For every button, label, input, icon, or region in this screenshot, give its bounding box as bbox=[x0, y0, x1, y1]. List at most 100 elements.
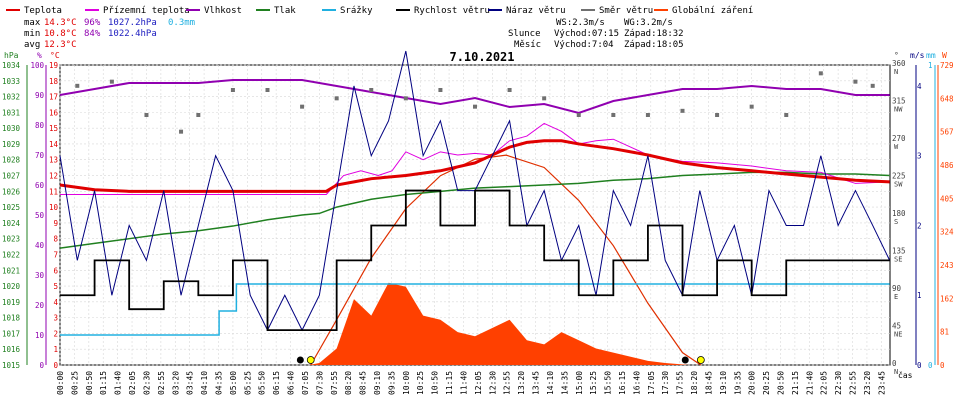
x-axis-label: čas bbox=[898, 370, 913, 380]
pressure-tick: 1016 bbox=[2, 345, 21, 354]
direction-tick: 135 bbox=[892, 247, 906, 256]
legend-label: Rychlost větru bbox=[414, 6, 490, 16]
time-tick: 06:15 bbox=[272, 371, 281, 395]
radiation-tick: 486 bbox=[940, 161, 954, 170]
humidity-tick: 20 bbox=[35, 301, 45, 310]
stats-min-press: 1022.4hPa bbox=[108, 29, 157, 39]
stats-max-press: 1027.2hPa bbox=[108, 18, 157, 28]
series-temperature bbox=[59, 139, 890, 193]
humidity-tick: 90 bbox=[35, 91, 45, 100]
plot-area bbox=[59, 50, 891, 366]
stats-avg-temp: 12.3°C bbox=[44, 40, 77, 50]
pressure-tick: 1034 bbox=[2, 61, 21, 70]
direction-compass: N bbox=[894, 368, 898, 376]
time-tick: 15:50 bbox=[604, 371, 613, 395]
time-tick: 03:45 bbox=[186, 371, 195, 395]
wind-tick: 4 bbox=[917, 82, 922, 91]
legend-label: Směr větru bbox=[599, 6, 653, 16]
temperature-tick: 16 bbox=[49, 108, 59, 117]
astro-moon-rise: Východ:7:04 bbox=[554, 40, 614, 50]
temperature-tick: 19 bbox=[49, 61, 58, 70]
time-tick: 12:55 bbox=[503, 371, 512, 395]
radiation-tick: 324 bbox=[940, 228, 954, 237]
rain-tick: 0 bbox=[928, 361, 933, 370]
series-humidity bbox=[59, 79, 890, 115]
astro-wg: WG:3.2m/s bbox=[624, 18, 673, 28]
temperature-tick: 3 bbox=[53, 314, 58, 323]
time-tick: 05:25 bbox=[243, 371, 252, 395]
time-tick: 19:10 bbox=[719, 371, 728, 395]
direction-point bbox=[715, 113, 720, 117]
time-tick: 02:55 bbox=[157, 371, 166, 395]
time-tick: 20:50 bbox=[776, 371, 785, 395]
humidity-tick: 100 bbox=[30, 61, 44, 70]
legend-label: Srážky bbox=[340, 6, 373, 16]
radiation-tick: 0 bbox=[940, 361, 945, 370]
pressure-axis-label: hPa bbox=[4, 51, 19, 60]
stats-min-hum: 84% bbox=[84, 29, 101, 39]
direction-point bbox=[576, 113, 581, 117]
time-tick: 01:40 bbox=[114, 371, 123, 395]
pressure-tick: 1027 bbox=[2, 172, 20, 181]
astro-sun-set: Západ:18:32 bbox=[624, 29, 684, 39]
direction-compass: S bbox=[894, 218, 898, 226]
pressure-tick: 1029 bbox=[2, 140, 20, 149]
direction-compass: SW bbox=[894, 181, 903, 189]
pressure-tick: 1028 bbox=[2, 156, 21, 165]
pressure-tick: 1024 bbox=[2, 219, 21, 228]
time-tick: 07:05 bbox=[301, 371, 310, 395]
astro-moon-label: Měsíc bbox=[514, 40, 541, 50]
legend-label: Vlhkost bbox=[204, 6, 242, 16]
moonset-marker bbox=[681, 356, 689, 364]
temperature-tick: 0 bbox=[53, 361, 58, 370]
time-tick: 05:00 bbox=[229, 371, 238, 395]
stats-max-temp: 14.3°C bbox=[44, 18, 77, 28]
time-tick: 09:10 bbox=[373, 371, 382, 395]
direction-point bbox=[438, 88, 443, 92]
direction-tick: 315 bbox=[892, 97, 906, 106]
direction-point bbox=[870, 83, 875, 88]
pressure-tick: 1031 bbox=[2, 108, 20, 117]
time-tick: 12:30 bbox=[488, 371, 497, 395]
time-tick: 18:45 bbox=[704, 371, 713, 395]
radiation-tick: 81 bbox=[940, 328, 949, 337]
moonrise-marker bbox=[296, 356, 304, 364]
temperature-tick: 11 bbox=[49, 187, 58, 196]
direction-point bbox=[645, 113, 650, 117]
time-tick: 14:35 bbox=[560, 371, 569, 395]
direction-point bbox=[144, 113, 149, 117]
pressure-tick: 1021 bbox=[2, 266, 20, 275]
humidity-axis-label: % bbox=[37, 51, 42, 60]
direction-tick: 90 bbox=[892, 284, 902, 293]
temperature-tick: 14 bbox=[49, 140, 59, 149]
pressure-tick: 1025 bbox=[2, 203, 20, 212]
direction-compass: SE bbox=[894, 256, 902, 264]
series-rain bbox=[60, 283, 890, 336]
sunrise-marker bbox=[306, 356, 315, 364]
stats-max-hum: 96% bbox=[84, 18, 101, 28]
time-tick: 01:15 bbox=[99, 371, 108, 395]
radiation-tick: 648 bbox=[940, 94, 954, 103]
pressure-tick: 1019 bbox=[2, 298, 20, 307]
direction-point bbox=[473, 104, 477, 109]
pressure-tick: 1018 bbox=[2, 314, 21, 323]
direction-tick: 225 bbox=[892, 172, 906, 181]
direction-point bbox=[611, 113, 616, 117]
stats-min-temp: 10.8°C bbox=[44, 29, 77, 39]
humidity-tick: 80 bbox=[35, 121, 45, 130]
direction-point bbox=[680, 108, 685, 113]
humidity-tick: 30 bbox=[35, 271, 45, 280]
wind-tick: 1 bbox=[917, 291, 922, 300]
time-tick: 11:40 bbox=[459, 371, 468, 395]
radiation-tick: 729 bbox=[940, 61, 954, 70]
direction-point bbox=[334, 96, 339, 101]
time-tick: 02:05 bbox=[128, 371, 137, 395]
time-tick: 23:45 bbox=[877, 371, 886, 395]
direction-compass: W bbox=[894, 143, 899, 151]
series-ground-temp bbox=[60, 122, 890, 195]
astro-ws: WS:2.3m/s bbox=[556, 18, 605, 28]
time-tick: 00:00 bbox=[56, 371, 65, 395]
time-tick: 08:20 bbox=[344, 371, 353, 395]
time-tick: 08:45 bbox=[359, 371, 368, 395]
direction-point bbox=[784, 113, 789, 117]
